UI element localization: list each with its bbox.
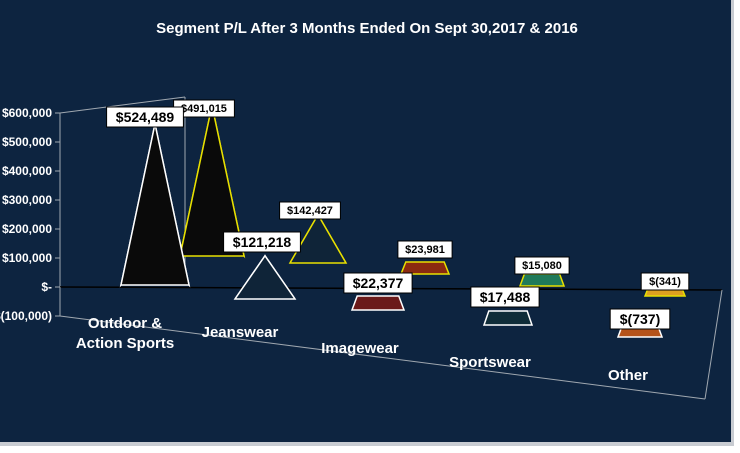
- data-label-text: $(737): [620, 311, 660, 327]
- y-tick-label: $400,000: [2, 164, 52, 178]
- data-label-box: [279, 201, 341, 220]
- data-label-box: [397, 240, 453, 259]
- pyramid-front-series: [350, 295, 406, 311]
- pyramid-base: [518, 273, 566, 287]
- data-label: $121,218: [223, 231, 301, 253]
- chart-marks: $491,015 $142,427 $23,981 $15,080 $(341) $524…: [106, 99, 690, 338]
- data-label-box: [514, 256, 570, 275]
- pyramid-back-series: [288, 212, 348, 264]
- y-tick-label: $-: [41, 280, 52, 294]
- category-labels: Outdoor & Action Sports Jeanswear Imagewear…: [76, 315, 648, 384]
- pyramid-back-series: [399, 261, 451, 275]
- data-label-text: $22,377: [353, 275, 404, 291]
- data-label: $(341): [640, 272, 690, 291]
- data-label-text: $121,218: [233, 234, 292, 250]
- pyramid-base: [482, 310, 534, 326]
- chart-title: Segment P/L After 3 Months Ended On Sept…: [156, 20, 578, 37]
- y-tick-label: $100,000: [2, 251, 52, 265]
- y-tick-label: $200,000: [2, 222, 52, 236]
- category-label: Other: [608, 367, 648, 384]
- floor-right-edge: [704, 289, 723, 400]
- data-label: $491,015: [173, 99, 235, 118]
- y-axis-ticks: $(100,000) $- $100,000 $200,000 $300,000 $400…: [0, 106, 60, 323]
- category-label: Action Sports: [76, 335, 174, 352]
- data-label-box: [106, 106, 184, 128]
- pyramid-front-series: [233, 254, 297, 300]
- pyramid-front-series: [119, 123, 191, 288]
- top-wall-edge: [59, 96, 186, 114]
- y-tick-label: $(100,000): [0, 309, 52, 323]
- category-label: Imagewear: [321, 340, 399, 357]
- data-label-text: $23,981: [405, 244, 445, 256]
- y-tick-label: $600,000: [2, 106, 52, 120]
- data-label-text: $15,080: [522, 260, 562, 272]
- pyramid-base: [399, 261, 451, 275]
- category-label: Jeanswear: [202, 324, 279, 341]
- pyramid-back-series: [178, 105, 246, 259]
- data-label-box: [640, 272, 690, 291]
- pyramid-face: [120, 123, 190, 286]
- category-label: Sportswear: [449, 354, 531, 371]
- data-label-box: [223, 231, 301, 253]
- data-label: $17,488: [470, 286, 540, 308]
- data-label: $23,981: [397, 240, 453, 259]
- pyramid-face: [233, 254, 297, 300]
- y-tick-label: $500,000: [2, 135, 52, 149]
- pyramid-base: [350, 295, 406, 311]
- data-label-box: [343, 272, 413, 294]
- data-label-text: $491,015: [181, 103, 227, 115]
- data-label-text: $17,488: [480, 289, 531, 305]
- chart-frame: Segment P/L After 3 Months Ended On Sept…: [0, 0, 734, 446]
- segment-pl-chart: Segment P/L After 3 Months Ended On Sept…: [0, 20, 723, 400]
- data-label: $(737): [609, 308, 671, 330]
- pyramid-face: [288, 213, 348, 264]
- data-label-text: $142,427: [287, 205, 333, 217]
- data-label-text: $(341): [649, 276, 681, 288]
- pyramid-back-series: [518, 273, 566, 287]
- data-label: $15,080: [514, 256, 570, 275]
- pyramid-face: [179, 105, 245, 257]
- floor-front-edge: [59, 315, 706, 400]
- pyramid-front-series: [482, 310, 534, 326]
- category-label: Outdoor &: [88, 315, 162, 332]
- data-label-text: $524,489: [116, 109, 175, 125]
- data-label-box: [470, 286, 540, 308]
- y-tick-label: $300,000: [2, 193, 52, 207]
- data-label: $142,427: [279, 201, 341, 220]
- data-label: $524,489: [106, 106, 184, 128]
- data-label: $22,377: [343, 272, 413, 294]
- data-label-box: [609, 308, 671, 330]
